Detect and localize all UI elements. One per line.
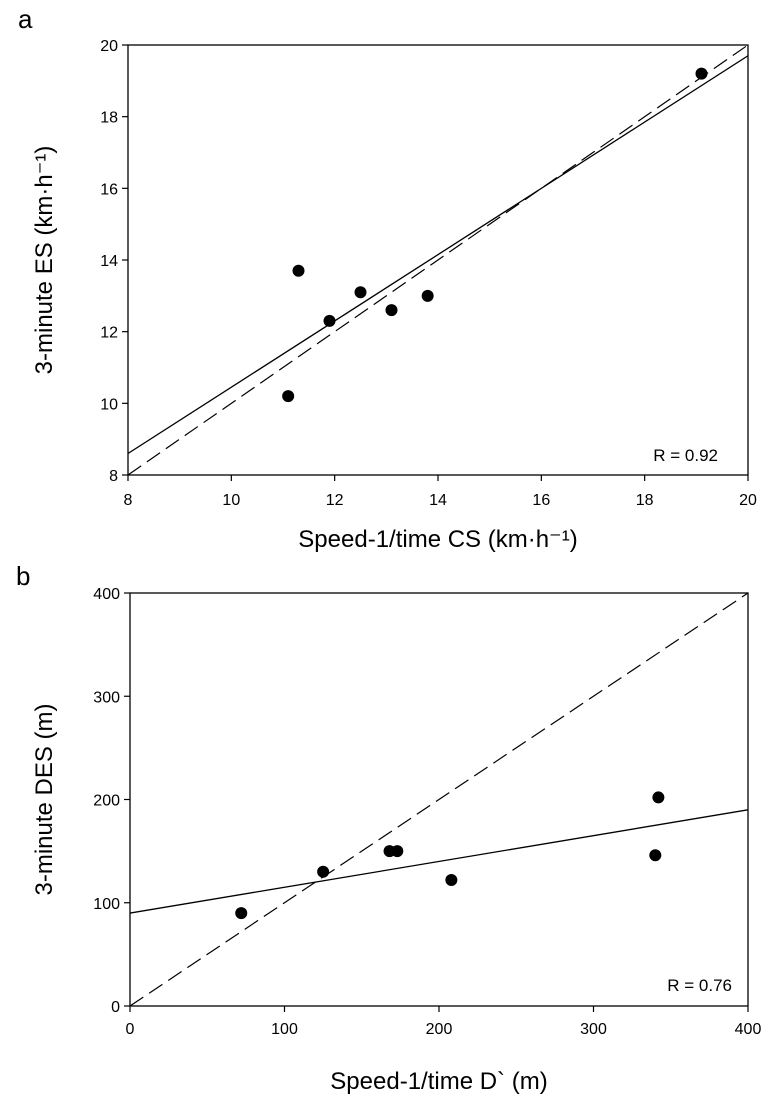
y-axis-label: 3-minute DES (m)	[31, 703, 58, 895]
identity-line	[128, 45, 748, 475]
x-tick-label: 12	[326, 492, 344, 509]
identity-line	[130, 593, 748, 1006]
x-tick-label: 200	[426, 1021, 453, 1038]
y-tick-label: 200	[93, 793, 120, 810]
y-tick-label: 400	[93, 586, 120, 603]
x-tick-label: 10	[222, 492, 240, 509]
data-point	[652, 791, 665, 804]
chart-panel-a: a 8 10 12 14 16 18 20 8 10 12 14 16 18 20 Speed-1/time …	[18, 4, 757, 553]
x-tick-label: 300	[580, 1021, 607, 1038]
y-tick-label: 18	[100, 110, 118, 127]
y-tick-label: 12	[100, 325, 118, 342]
y-tick-label: 20	[100, 38, 118, 55]
x-tick-label: 400	[735, 1021, 762, 1038]
data-point	[421, 289, 434, 302]
r-annotation: R = 0.76	[667, 976, 732, 995]
y-tick-label: 14	[100, 253, 118, 270]
x-tick-label: 18	[636, 492, 654, 509]
x-tick-label: 100	[271, 1021, 298, 1038]
data-point	[391, 845, 404, 858]
data-point	[385, 304, 398, 317]
x-axis-label: Speed-1/time CS (km·h⁻¹)	[298, 526, 577, 553]
regression-line	[128, 55, 748, 455]
x-tick-label: 14	[429, 492, 447, 509]
data-point	[235, 907, 248, 920]
chart-panel-b: b 0 100 200 300 400 0 100 200 300 400 Speed-1/time …	[16, 561, 761, 1095]
data-point	[445, 874, 458, 887]
y-axis-label: 3-minute ES (km·h⁻¹)	[31, 146, 58, 375]
y-tick-label: 10	[100, 396, 118, 413]
x-tick-label: 20	[739, 492, 757, 509]
data-point	[695, 67, 708, 80]
r-annotation: R = 0.92	[653, 446, 718, 465]
data-point	[292, 264, 305, 277]
data-point	[323, 314, 336, 327]
x-tick-label: 16	[532, 492, 550, 509]
data-point	[317, 865, 330, 878]
data-point	[282, 390, 295, 403]
y-tick-label: 300	[93, 689, 120, 706]
panel-label: a	[18, 4, 33, 34]
x-tick-label: 8	[124, 492, 133, 509]
x-axis-label: Speed-1/time D` (m)	[330, 1068, 547, 1095]
y-tick-label: 100	[93, 896, 120, 913]
x-tick-label: 0	[126, 1021, 135, 1038]
regression-line	[130, 809, 748, 914]
y-tick-label: 0	[111, 999, 120, 1016]
panel-label: b	[16, 561, 30, 591]
y-tick-label: 8	[109, 468, 118, 485]
data-point	[354, 286, 367, 299]
y-tick-label: 16	[100, 181, 118, 198]
data-point	[649, 849, 662, 862]
